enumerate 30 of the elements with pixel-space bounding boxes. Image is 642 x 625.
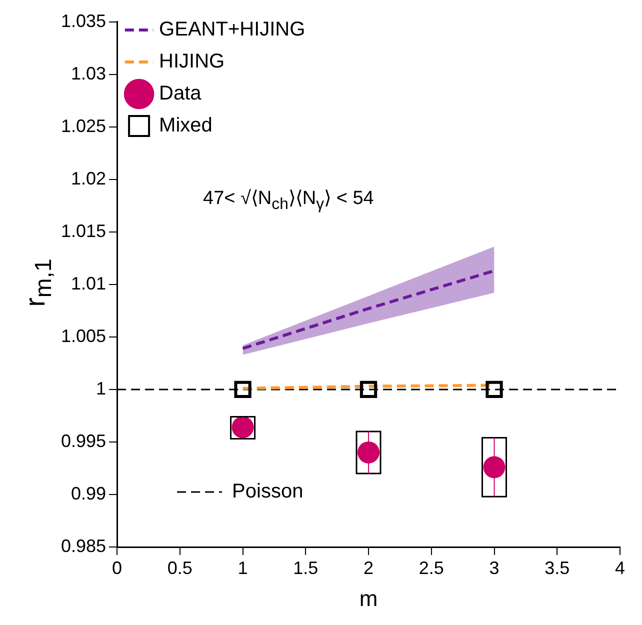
x-tick-label: 0 bbox=[112, 558, 122, 578]
y-tick-label: 1.01 bbox=[70, 273, 106, 294]
x-tick-label: 3.5 bbox=[544, 558, 570, 578]
x-tick-label: 0.5 bbox=[167, 558, 192, 578]
y-tick-label: 1.03 bbox=[70, 63, 106, 84]
x-tick-label: 1 bbox=[238, 558, 248, 578]
x-tick-label: 2.5 bbox=[418, 558, 444, 578]
x-tick-label: 4 bbox=[614, 558, 626, 578]
legend-label: HIJING bbox=[159, 50, 225, 73]
legend-label: Mixed bbox=[159, 114, 212, 137]
y-tick-label: 1.02 bbox=[70, 168, 106, 188]
y-tick-label: 0.985 bbox=[60, 536, 106, 556]
point bbox=[234, 380, 252, 398]
point bbox=[360, 380, 378, 398]
x-axis-title: m bbox=[359, 586, 378, 611]
y-tick-label: 0.99 bbox=[70, 483, 106, 504]
y-tick-label: 1.035 bbox=[60, 10, 106, 31]
legend-label: GEANT+HIJING bbox=[159, 18, 306, 41]
x-tick-label: 2 bbox=[364, 558, 374, 578]
point bbox=[486, 380, 503, 398]
y-tick-label: 1 bbox=[96, 378, 106, 398]
annotation: 47< √⟨N$_{ch}$⟩⟨N$_{γ}$⟩ < 54 bbox=[203, 187, 374, 214]
y-tick-label: 1.025 bbox=[60, 116, 106, 136]
y-tick-label: 1.015 bbox=[60, 220, 106, 241]
y-tick-label: 0.995 bbox=[60, 430, 106, 451]
x-tick-label: 1.5 bbox=[293, 558, 318, 578]
y-tick-label: 1.005 bbox=[60, 326, 106, 346]
legend-label: Poisson bbox=[232, 480, 304, 503]
legend-label: Data bbox=[159, 82, 202, 105]
x-tick-label: 3 bbox=[489, 558, 500, 578]
